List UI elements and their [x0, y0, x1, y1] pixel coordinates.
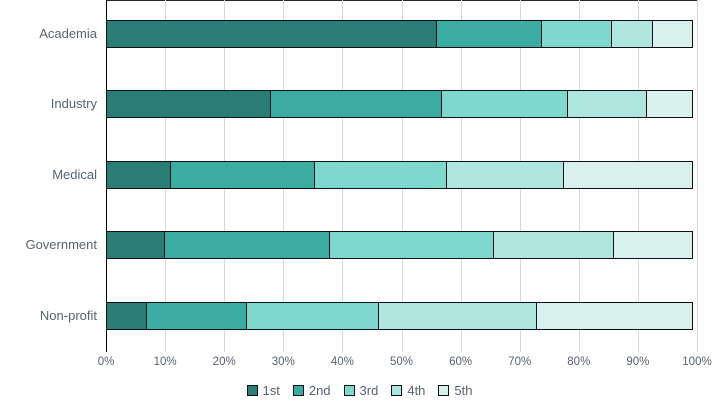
bar-segment: [435, 20, 543, 48]
bar-segment: [106, 20, 437, 48]
bar-row: [106, 90, 697, 119]
bar-row: [106, 231, 697, 260]
bar-segment: [566, 90, 647, 119]
legend-item: 4th: [391, 383, 425, 398]
legend-label: 5th: [454, 383, 473, 398]
bar-segment: [651, 20, 693, 48]
bar-segment: [445, 160, 564, 189]
bar-row: [106, 160, 697, 189]
category-label: Government: [25, 237, 97, 253]
bar-segment: [146, 301, 247, 330]
category-label: Academia: [39, 26, 97, 41]
bar-segment: [170, 160, 315, 189]
bar-segment: [245, 301, 379, 330]
bar-segment: [613, 231, 693, 260]
category-label: Medical: [52, 166, 97, 182]
legend-label: 3rd: [359, 383, 379, 398]
x-tick-label: 100%: [682, 356, 712, 368]
bar-segment: [536, 301, 693, 330]
legend-label: 1st: [262, 383, 280, 398]
bar-row: [106, 301, 697, 330]
gridline: [697, 0, 698, 352]
legend-item: 3rd: [343, 383, 379, 398]
x-tick-label: 50%: [389, 356, 414, 368]
x-tick-label: 80%: [567, 356, 591, 368]
bar-segment: [270, 90, 442, 119]
legend-swatch-icon: [343, 385, 355, 396]
bar-segment: [328, 231, 495, 260]
x-tick-label: 20%: [212, 356, 236, 368]
x-tick-label: 70%: [508, 356, 532, 368]
legend-label: 4th: [407, 383, 426, 398]
x-tick-label: 90%: [626, 356, 650, 368]
bar-segment: [377, 301, 538, 330]
category-label: Non-profit: [39, 307, 97, 323]
bar-segment: [440, 90, 568, 119]
legend-swatch-icon: [246, 385, 258, 396]
x-tick-label: 10%: [153, 356, 177, 368]
x-tick-label: 0%: [97, 356, 115, 368]
x-tick-label: 30%: [271, 356, 295, 368]
legend-swatch-icon: [391, 385, 403, 396]
x-tick-label: 40%: [330, 356, 354, 368]
bar-segment: [106, 231, 166, 260]
category-label: Industry: [50, 96, 97, 112]
bar-segment: [164, 231, 330, 260]
plot-area: [106, 0, 698, 352]
bar-row: [106, 20, 697, 48]
legend-item: 1st: [246, 383, 280, 398]
legend-swatch-icon: [438, 385, 450, 396]
bar-segment: [541, 20, 613, 48]
legend-swatch-icon: [292, 385, 304, 396]
legend-label: 2nd: [308, 383, 331, 398]
legend: 1st 2nd 3rd 4th 5th: [0, 383, 719, 398]
value-axis: 0% 10% 20% 30% 40% 50% 60% 70% 80% 90% 100%: [98, 356, 712, 372]
legend-item: 2nd: [292, 383, 331, 398]
bar-segment: [313, 160, 447, 189]
bar-segment: [493, 231, 615, 260]
bar-segment: [106, 301, 148, 330]
bar-segment: [562, 160, 693, 189]
x-tick-label: 60%: [449, 356, 473, 368]
legend-item: 5th: [438, 383, 473, 398]
bar-segment: [106, 160, 171, 189]
bar-segment: [645, 90, 693, 119]
bar-segment: [106, 90, 272, 119]
bar-segment: [611, 20, 653, 48]
